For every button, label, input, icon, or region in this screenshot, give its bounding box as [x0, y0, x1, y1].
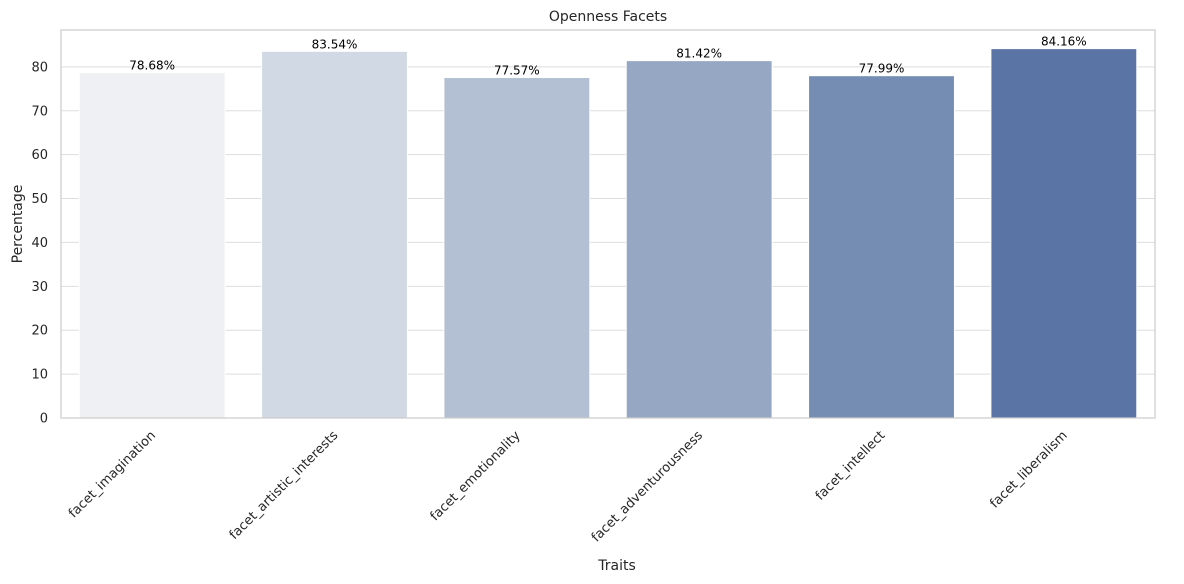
gridlines	[61, 66, 1155, 419]
y-tick-label: 80	[31, 60, 48, 75]
y-tick-label: 50	[31, 192, 48, 207]
data-labels: 78.68% 83.54% 77.57% 81.42% 77.99% 84.16%	[129, 35, 1086, 78]
y-tick-label: 30	[31, 280, 48, 295]
data-label: 83.54%	[312, 37, 358, 51]
y-tick-label: 20	[31, 324, 48, 339]
bar-facet_emotionality	[443, 77, 591, 419]
x-tick-label: facet_emotionality	[428, 428, 524, 524]
x-tick-label: facet_imagination	[66, 428, 159, 521]
y-tick-label: 0	[40, 412, 48, 427]
data-label: 84.16%	[1041, 35, 1087, 49]
plot-frame	[60, 29, 1156, 419]
x-tick-label: facet_artistic_interests	[227, 428, 342, 543]
data-label: 81.42%	[676, 47, 722, 61]
data-label: 77.57%	[494, 64, 540, 78]
x-axis-label: Traits	[597, 558, 636, 574]
y-tick-labels: 0 10 20 30 40 50 60 70 80	[31, 60, 48, 426]
bars	[78, 48, 1138, 419]
x-tick-label: facet_liberalism	[987, 428, 1070, 511]
x-tick-labels: facet_imagination facet_artistic_interest…	[66, 428, 1071, 545]
y-axis-label: Percentage	[10, 185, 26, 264]
bar-facet_artistic_interests	[261, 50, 408, 419]
data-label: 78.68%	[129, 59, 175, 73]
y-tick-label: 70	[31, 104, 48, 119]
bar-facet_adventurousness	[625, 60, 773, 419]
chart-title: Openness Facets	[549, 9, 667, 25]
bar-facet_intellect	[808, 75, 955, 419]
bar-facet_liberalism	[990, 48, 1138, 419]
x-tick-label: facet_adventurousness	[589, 428, 706, 545]
bar-facet_imagination	[78, 72, 226, 419]
y-tick-label: 10	[31, 368, 48, 383]
y-tick-label: 60	[31, 148, 48, 163]
y-tick-label: 40	[31, 236, 48, 251]
x-tick-label: facet_intellect	[813, 428, 888, 503]
data-label: 77.99%	[859, 62, 905, 76]
